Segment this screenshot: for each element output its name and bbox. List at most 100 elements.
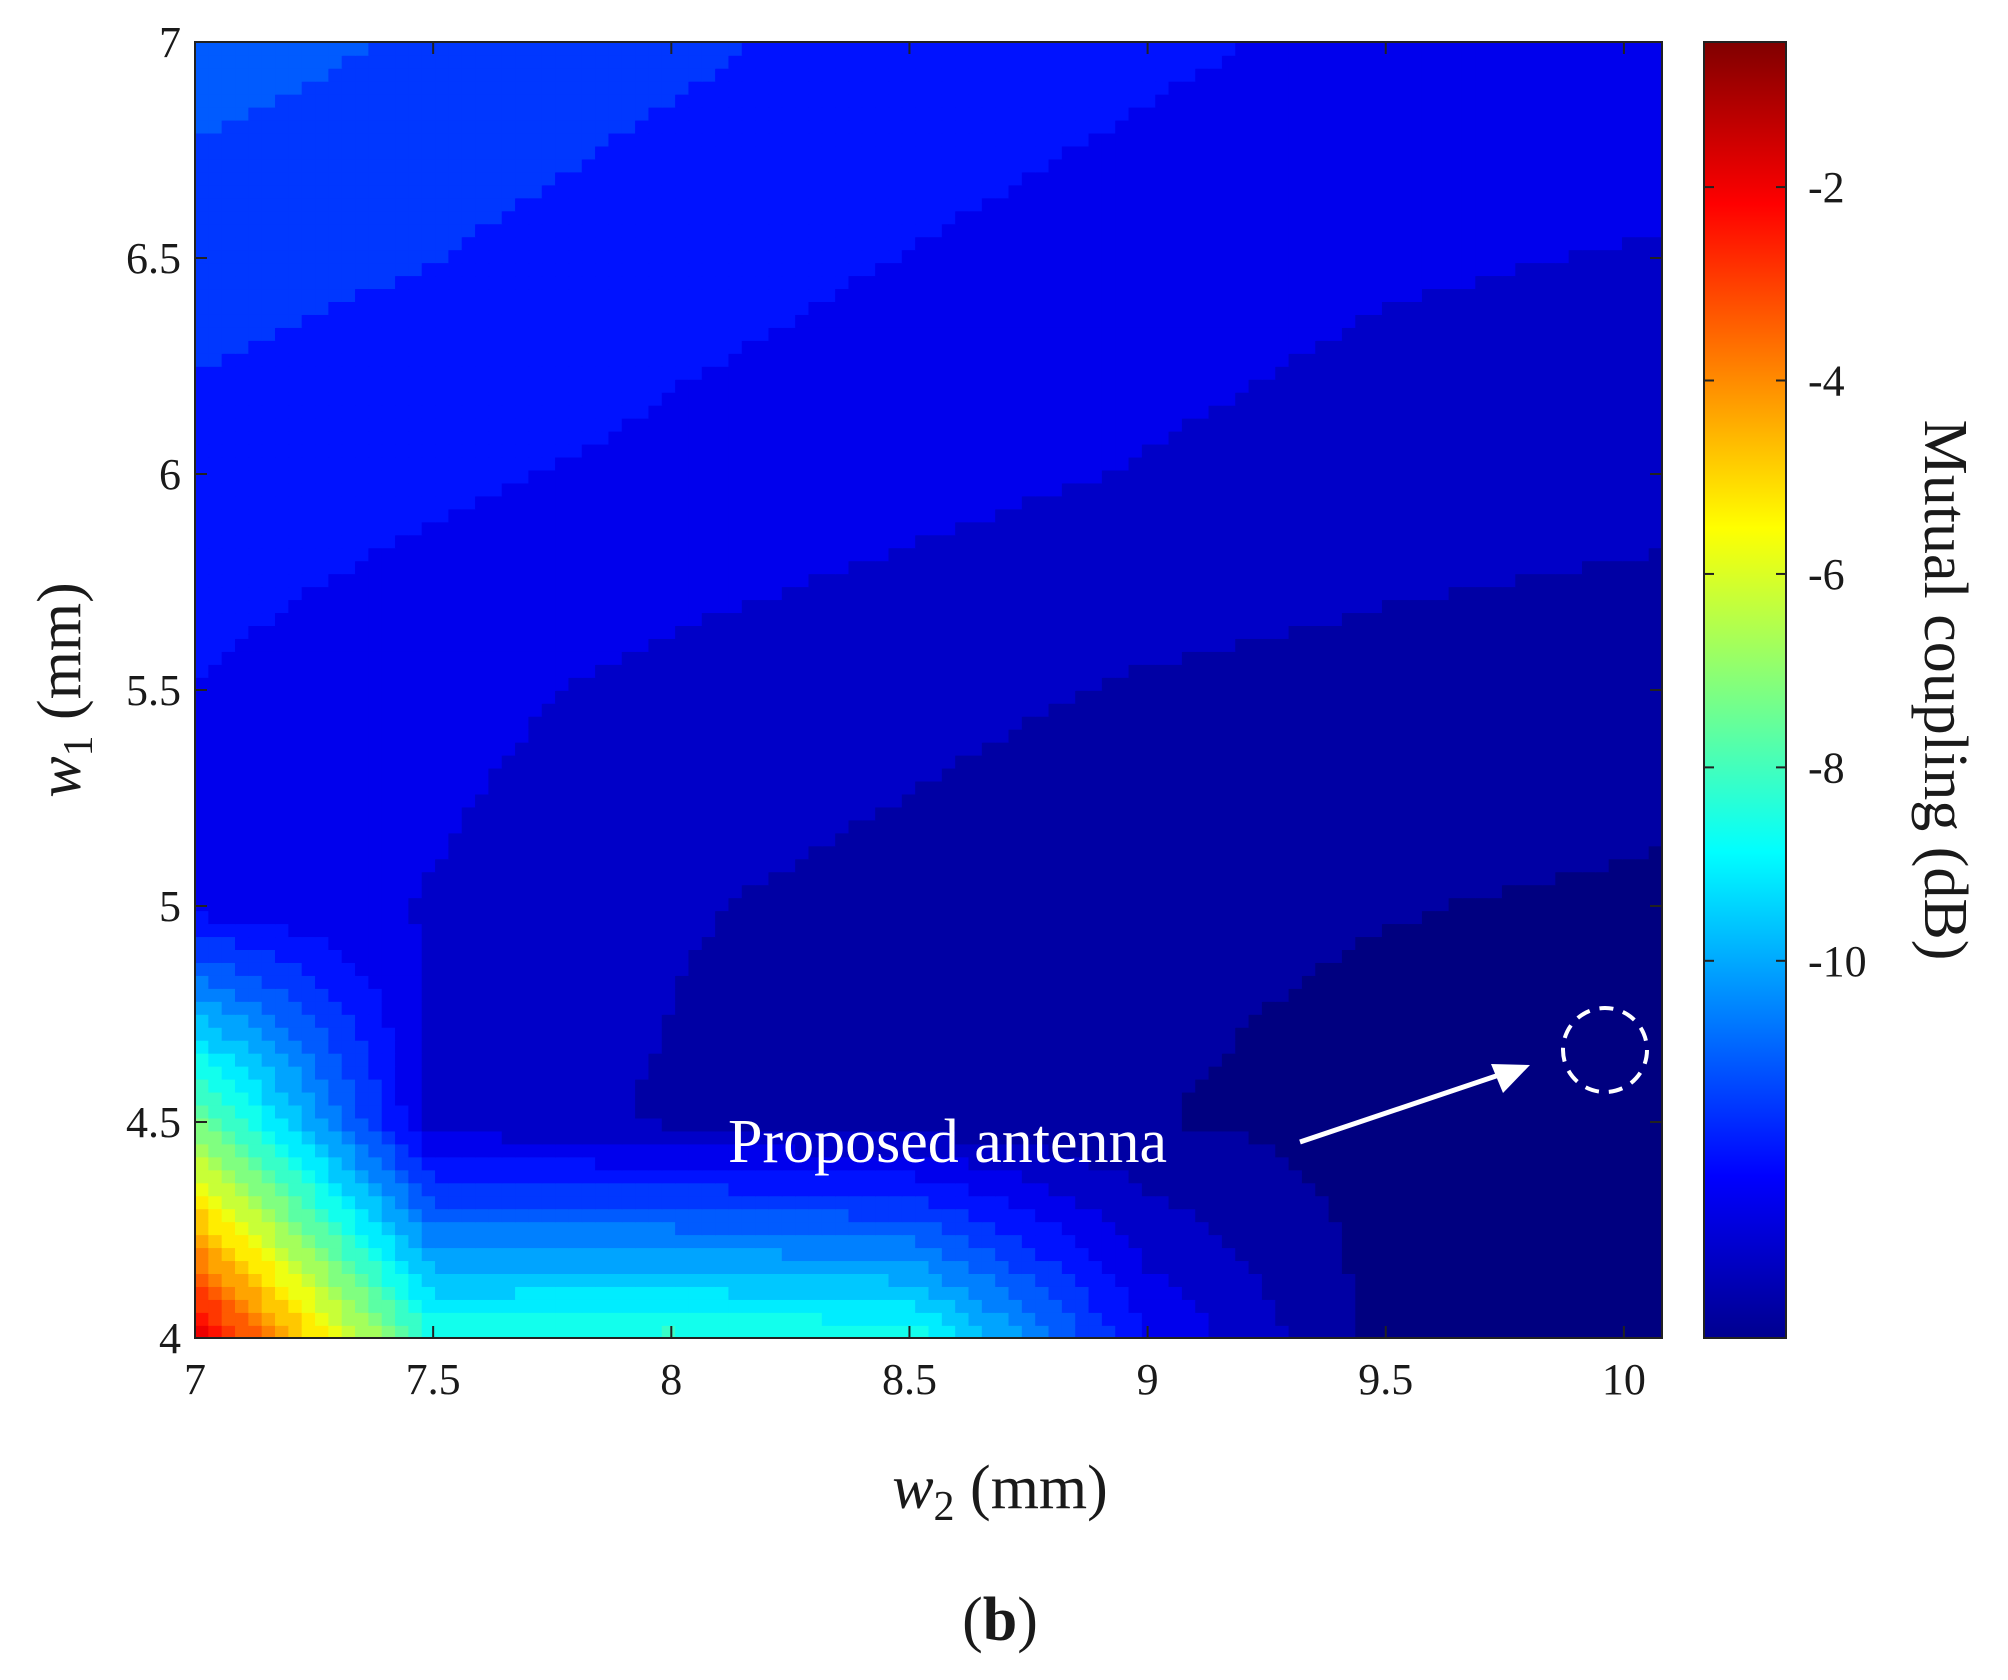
contour-cell (1115, 819, 1130, 834)
contour-cell (1181, 754, 1197, 769)
contour-cell (1581, 871, 1597, 886)
contour-cell (1101, 1169, 1117, 1184)
contour-cell (1528, 1065, 1543, 1080)
contour-cell (621, 871, 636, 886)
contour-cell (1181, 1065, 1197, 1080)
contour-cell (1168, 1156, 1183, 1171)
contour-cell (1528, 858, 1543, 873)
contour-cell (968, 845, 983, 860)
contour-cell (648, 1001, 663, 1015)
contour-cell (395, 858, 410, 873)
contour-cell (981, 884, 996, 899)
contour-cell (1568, 1169, 1583, 1184)
contour-cell (195, 1234, 210, 1249)
contour-cell (1488, 1156, 1503, 1171)
contour-cell (301, 949, 316, 963)
contour-cell (1421, 780, 1437, 795)
contour-cell (1155, 780, 1170, 795)
contour-cell (1275, 1052, 1290, 1067)
contour-cell (1235, 1052, 1250, 1067)
contour-cell (675, 1039, 690, 1054)
contour-cell (661, 754, 676, 769)
contour-cell (1208, 871, 1223, 886)
contour-cell (595, 1091, 610, 1106)
contour-cell (448, 949, 463, 963)
contour-cell (488, 1078, 503, 1093)
contour-cell (608, 1052, 623, 1067)
contour-cell (661, 832, 676, 847)
contour-cell (1301, 1039, 1317, 1054)
contour-cell (368, 741, 383, 756)
contour-cell (1275, 1143, 1290, 1158)
contour-cell (221, 1156, 236, 1171)
contour-cell (1168, 1091, 1183, 1106)
contour-cell (955, 767, 970, 782)
contour-cell (915, 1208, 930, 1223)
contour-cell (1141, 1001, 1157, 1015)
contour-cell (715, 845, 730, 860)
contour-cell (1528, 884, 1543, 899)
contour-cell (328, 871, 343, 886)
contour-cell (1341, 975, 1357, 989)
contour-cell (741, 1001, 756, 1015)
contour-cell (1008, 884, 1023, 899)
contour-cell (608, 832, 623, 847)
contour-cell (475, 1208, 490, 1223)
contour-cell (1515, 1014, 1530, 1028)
contour-cell (421, 975, 436, 989)
contour-cell (1461, 1260, 1477, 1274)
contour-cell (1221, 819, 1237, 834)
contour-cell (568, 858, 583, 873)
contour-cell (435, 1156, 450, 1171)
contour-cell (728, 949, 743, 963)
contour-cell (741, 897, 756, 912)
contour-cell (1555, 936, 1570, 950)
contour-cell (1048, 1014, 1063, 1028)
contour-cell (1541, 780, 1557, 795)
contour-cell (1261, 845, 1277, 860)
contour-cell (1088, 858, 1103, 873)
contour-cell (1595, 975, 1610, 989)
contour-cell (795, 897, 810, 912)
contour-cell (1275, 1234, 1290, 1249)
contour-cell (1448, 1014, 1463, 1028)
contour-cell (555, 1169, 570, 1184)
contour-cell (1261, 1130, 1277, 1145)
contour-cell (488, 910, 503, 925)
contour-cell (208, 923, 223, 938)
contour-cell (928, 832, 943, 847)
contour-cell (675, 923, 690, 938)
contour-cell (848, 1312, 863, 1326)
contour-cell (208, 858, 223, 873)
contour-cell (1568, 962, 1583, 976)
contour-cell (1288, 1039, 1303, 1054)
contour-cell (901, 767, 916, 782)
contour-cell (1408, 1156, 1423, 1171)
contour-cell (421, 1299, 436, 1313)
contour-cell (1115, 1065, 1130, 1080)
contour-cell (395, 1312, 410, 1326)
contour-cell (1555, 1299, 1570, 1313)
contour-cell (1341, 936, 1357, 950)
contour-cell (1035, 780, 1050, 795)
contour-cell (1141, 962, 1157, 976)
contour-cell (1408, 1104, 1423, 1119)
contour-cell (981, 923, 996, 938)
contour-cell (1101, 884, 1117, 899)
contour-cell (1568, 1130, 1583, 1145)
contour-cell (1608, 871, 1623, 886)
contour-cell (568, 884, 583, 899)
contour-cell (1195, 1182, 1210, 1197)
contour-cell (1315, 1091, 1330, 1106)
contour-cell (461, 741, 476, 756)
contour-cell (235, 949, 250, 963)
contour-cell (1408, 1273, 1423, 1287)
contour-cell (581, 1195, 596, 1210)
contour-cell (355, 936, 370, 950)
contour-cell (1448, 975, 1463, 989)
contour-cell (341, 1104, 356, 1119)
contour-cell (355, 1130, 370, 1145)
contour-cell (1621, 1260, 1637, 1274)
contour-cell (1395, 1052, 1410, 1067)
contour-cell (621, 1078, 636, 1093)
